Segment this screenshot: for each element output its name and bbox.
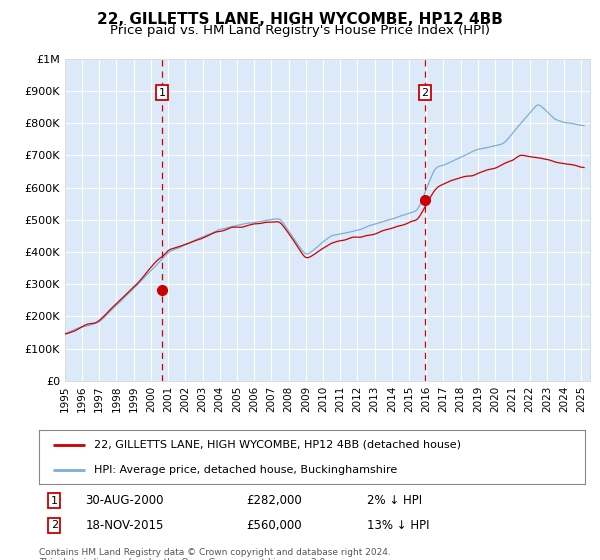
Text: 2: 2 [421, 87, 428, 97]
Text: £560,000: £560,000 [247, 519, 302, 532]
Text: 13% ↓ HPI: 13% ↓ HPI [367, 519, 429, 532]
Text: 22, GILLETTS LANE, HIGH WYCOMBE, HP12 4BB: 22, GILLETTS LANE, HIGH WYCOMBE, HP12 4B… [97, 12, 503, 27]
Text: 2: 2 [51, 520, 58, 530]
Text: 18-NOV-2015: 18-NOV-2015 [85, 519, 164, 532]
Text: HPI: Average price, detached house, Buckinghamshire: HPI: Average price, detached house, Buck… [94, 465, 397, 474]
Text: 30-AUG-2000: 30-AUG-2000 [85, 494, 164, 507]
Text: 1: 1 [51, 496, 58, 506]
Text: 1: 1 [159, 87, 166, 97]
Text: 22, GILLETTS LANE, HIGH WYCOMBE, HP12 4BB (detached house): 22, GILLETTS LANE, HIGH WYCOMBE, HP12 4B… [94, 440, 461, 450]
Text: £282,000: £282,000 [247, 494, 302, 507]
Text: Price paid vs. HM Land Registry's House Price Index (HPI): Price paid vs. HM Land Registry's House … [110, 24, 490, 36]
Text: Contains HM Land Registry data © Crown copyright and database right 2024.
This d: Contains HM Land Registry data © Crown c… [39, 548, 391, 560]
Text: 2% ↓ HPI: 2% ↓ HPI [367, 494, 422, 507]
